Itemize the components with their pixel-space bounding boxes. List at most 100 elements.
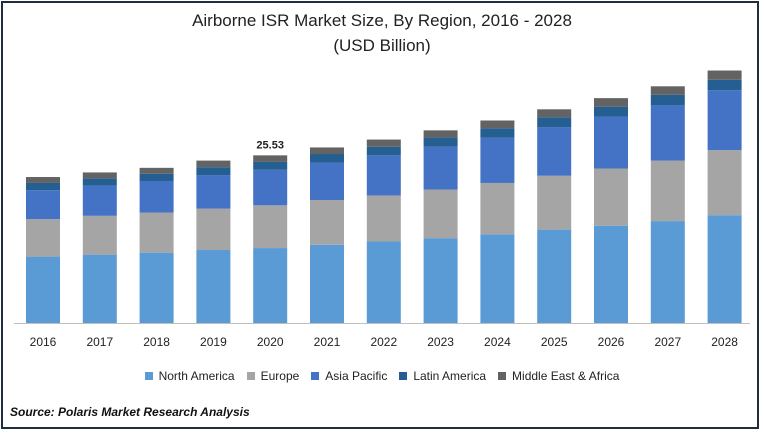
bar-segment-europe-2027 [650,160,685,222]
bar-segment-north-america-2018 [139,252,174,323]
legend-label: Asia Pacific [325,369,388,383]
bar-segment-asia-pacific-2028 [707,90,742,151]
x-tick-label: 2022 [370,335,397,349]
bar-segment-asia-pacific-2024 [480,137,515,183]
legend: North America Europe Asia Pacific Latin Ame… [0,369,764,383]
bar-segment-europe-2019 [196,208,231,251]
data-labels: 25.53 [256,139,284,151]
bar-segment-asia-pacific-2023 [423,146,458,190]
bar-segment-latin-america-2022 [366,146,401,156]
bar-segment-latin-america-2017 [82,178,117,186]
bar-segment-latin-america-2025 [537,117,572,128]
bar-segment-middle-east-africa-2019 [196,160,231,168]
bar-segment-middle-east-africa-2018 [139,167,174,174]
bar-segment-europe-2026 [594,168,628,226]
bar-segment-europe-2028 [707,150,742,216]
legend-item-asia-pacific: Asia Pacific [311,369,387,383]
bar-segment-north-america-2021 [310,244,344,323]
bar-segment-europe-2016 [26,219,60,257]
bar-segment-north-america-2017 [82,254,117,323]
legend-item-middle-east-africa: Middle East & Africa [498,369,619,383]
bar-segment-asia-pacific-2021 [310,162,344,201]
bar-segment-asia-pacific-2026 [594,116,628,169]
bar-segment-asia-pacific-2025 [537,127,572,176]
bar-segment-asia-pacific-2017 [82,185,117,216]
bar-segment-asia-pacific-2027 [650,105,685,161]
bar-segment-north-america-2023 [423,238,458,323]
bar-segment-europe-2025 [537,175,572,230]
bar-segment-latin-america-2023 [423,137,458,147]
bar-segment-latin-america-2020 [253,161,288,170]
bar-segment-europe-2022 [366,195,401,242]
bar-segment-europe-2024 [480,182,515,235]
bar-segment-asia-pacific-2016 [26,190,60,220]
bar-segment-asia-pacific-2022 [366,155,401,196]
bar-segment-north-america-2027 [650,221,685,323]
bar-segment-latin-america-2027 [650,94,685,106]
x-tick-label: 2023 [427,335,454,349]
legend-label: Middle East & Africa [512,369,620,383]
bar-segment-europe-2018 [139,212,174,253]
source-note: Source: Polaris Market Research Analysis [10,405,250,419]
bar-segment-middle-east-africa-2022 [366,139,401,147]
chart-subtitle: (USD Billion) [333,36,431,55]
bar-segment-middle-east-africa-2023 [423,130,458,138]
legend-swatch [498,372,507,380]
legend-label: North America [158,369,235,383]
bar-segment-asia-pacific-2019 [196,175,231,209]
legend-label: Europe [260,369,300,383]
legend-label: Latin America [413,369,487,383]
legend-swatch [399,372,408,380]
legend-item-europe: Europe [246,369,300,383]
bar-segment-north-america-2019 [196,250,231,323]
x-tick-label: 2017 [86,335,113,349]
x-tick-label: 2018 [143,335,170,349]
bar-segment-north-america-2028 [707,215,742,323]
legend-item-latin-america: Latin America [399,369,486,383]
bar-segment-latin-america-2016 [26,182,60,191]
chart-title: Airborne ISR Market Size, By Region, 201… [192,11,572,30]
bar-segment-latin-america-2028 [707,79,742,91]
bar-segment-europe-2023 [423,189,458,239]
x-tick-label: 2019 [200,335,227,349]
bar-segment-middle-east-africa-2025 [537,109,572,118]
bar-segment-middle-east-africa-2028 [707,70,742,80]
x-tick-label: 2027 [654,335,681,349]
data-label-2020: 25.53 [256,139,284,151]
x-tick-label: 2016 [30,335,57,349]
x-tick-label: 2026 [598,335,625,349]
x-tick-label: 2028 [711,335,738,349]
bar-segment-middle-east-africa-2026 [594,98,628,107]
x-tick-label: 2025 [541,335,568,349]
bar-segment-asia-pacific-2020 [253,169,288,206]
bar-segment-asia-pacific-2018 [139,180,174,213]
bar-segment-north-america-2022 [366,241,401,323]
legend-item-north-america: North America [144,369,235,383]
bar-segment-north-america-2020 [253,248,288,323]
bar-segment-middle-east-africa-2021 [310,147,344,155]
x-tick-label: 2020 [257,335,284,349]
legend-swatch [311,372,320,380]
bar-segment-middle-east-africa-2016 [26,177,60,183]
bar-segment-latin-america-2021 [310,154,344,163]
bar-segment-north-america-2016 [26,256,60,323]
bar-segment-north-america-2026 [594,225,628,323]
x-tick-labels: 2016 2017 2018 2019 2020 2021 2022 2023 2024 2025… [30,335,739,349]
legend-swatch [246,372,255,380]
legend-swatch [144,372,153,380]
bar-segment-latin-america-2019 [196,167,231,176]
bar-segment-north-america-2025 [537,229,572,323]
x-tick-label: 2021 [314,335,341,349]
bar-segment-latin-america-2018 [139,173,174,181]
x-tick-label: 2024 [484,335,511,349]
bar-segment-europe-2021 [310,200,344,245]
bar-segment-middle-east-africa-2024 [480,120,515,129]
bar-segment-north-america-2024 [480,234,515,323]
bar-segment-europe-2017 [82,215,117,255]
bar-segment-europe-2020 [253,205,288,249]
bars-layer [26,70,742,323]
bar-segment-latin-america-2026 [594,106,628,117]
bar-segment-latin-america-2024 [480,128,515,138]
bar-segment-middle-east-africa-2027 [650,86,685,95]
